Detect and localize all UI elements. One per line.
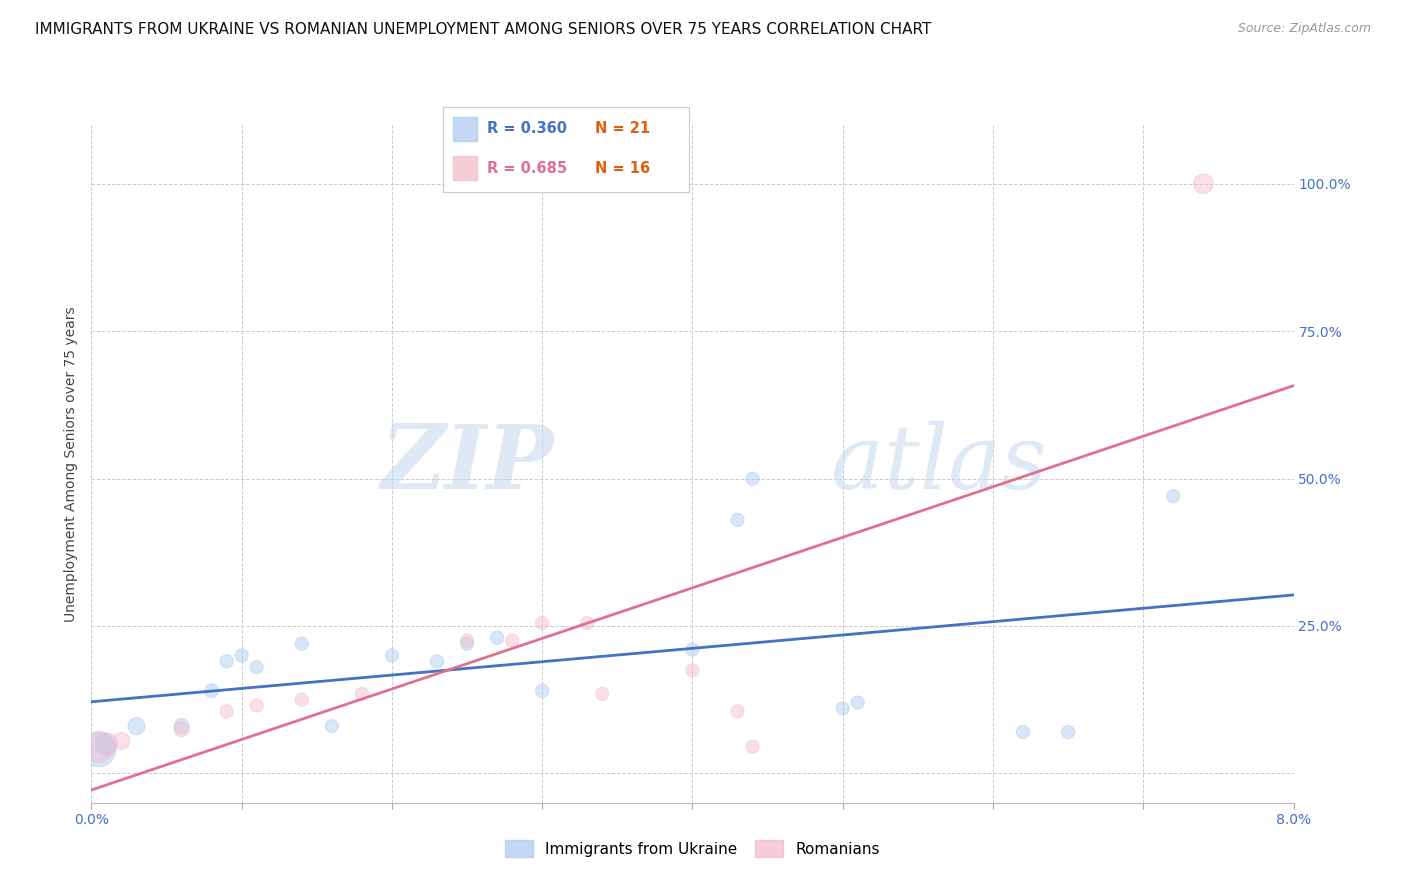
Point: [350, 687, 373, 701]
Point: [1012, 725, 1035, 739]
Point: [846, 696, 869, 710]
Text: atlas: atlas: [831, 420, 1046, 508]
Point: [231, 648, 253, 663]
Point: [1057, 725, 1080, 739]
Point: [1192, 177, 1215, 191]
Point: [831, 701, 853, 715]
Point: [96, 737, 118, 751]
Text: R = 0.685: R = 0.685: [486, 161, 567, 176]
Point: [501, 633, 523, 648]
Text: IMMIGRANTS FROM UKRAINE VS ROMANIAN UNEMPLOYMENT AMONG SENIORS OVER 75 YEARS COR: IMMIGRANTS FROM UKRAINE VS ROMANIAN UNEM…: [35, 22, 932, 37]
Point: [456, 637, 478, 651]
Point: [741, 739, 763, 754]
Point: [87, 743, 110, 757]
Point: [246, 698, 269, 713]
Bar: [453, 117, 478, 141]
Point: [215, 654, 238, 668]
Point: [681, 663, 703, 677]
Point: [246, 660, 269, 674]
Point: [291, 637, 314, 651]
Point: [291, 692, 314, 706]
Point: [486, 631, 509, 645]
Point: [531, 615, 554, 630]
Text: Source: ZipAtlas.com: Source: ZipAtlas.com: [1237, 22, 1371, 36]
Point: [426, 654, 449, 668]
Point: [110, 734, 132, 748]
Text: N = 16: N = 16: [596, 161, 651, 176]
Point: [125, 719, 148, 733]
Text: N = 21: N = 21: [596, 121, 651, 136]
Point: [681, 642, 703, 657]
Text: R = 0.360: R = 0.360: [486, 121, 567, 136]
Bar: [453, 156, 478, 180]
Legend: Immigrants from Ukraine, Romanians: Immigrants from Ukraine, Romanians: [499, 834, 886, 863]
Point: [531, 683, 554, 698]
Point: [1161, 489, 1184, 503]
Point: [381, 648, 404, 663]
Point: [591, 687, 613, 701]
Point: [576, 615, 599, 630]
Point: [456, 633, 478, 648]
Point: [170, 722, 193, 736]
Point: [321, 719, 343, 733]
Point: [215, 705, 238, 719]
Point: [87, 739, 110, 754]
Point: [741, 472, 763, 486]
Point: [201, 683, 224, 698]
Point: [170, 719, 193, 733]
Point: [727, 513, 749, 527]
Y-axis label: Unemployment Among Seniors over 75 years: Unemployment Among Seniors over 75 years: [65, 306, 79, 622]
Text: ZIP: ZIP: [381, 421, 554, 507]
Point: [727, 705, 749, 719]
